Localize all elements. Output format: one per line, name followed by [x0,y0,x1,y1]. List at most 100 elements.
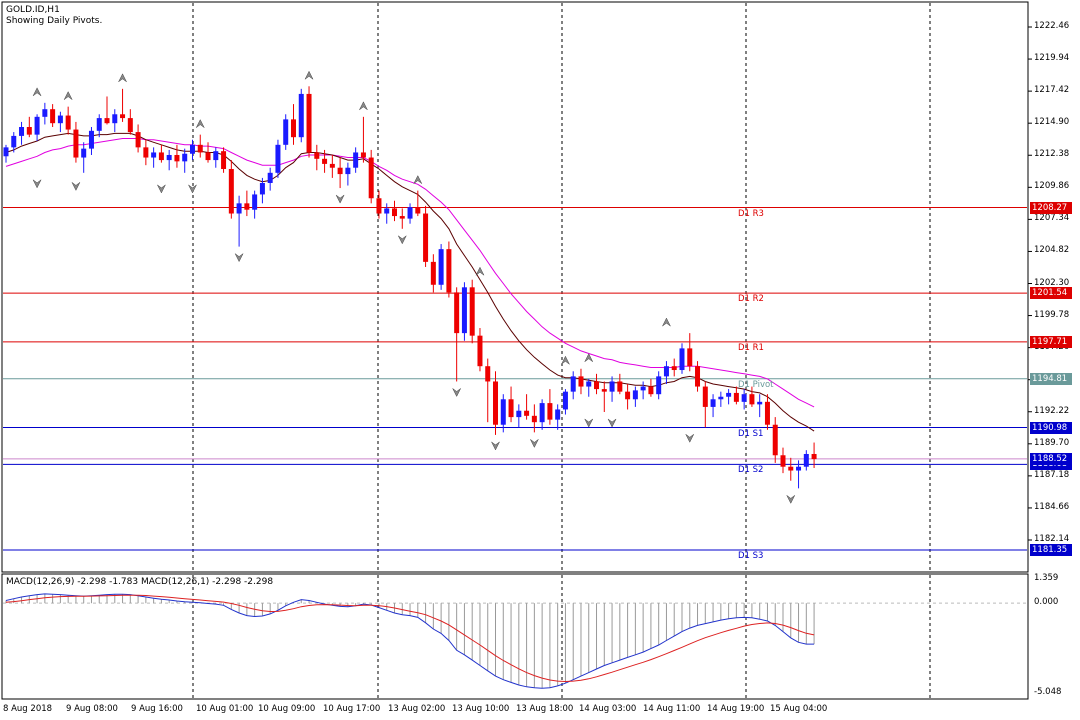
price-axis-label: 1204.82 [1034,245,1070,256]
fractal-up-marker [118,73,127,83]
fractal-down-marker [452,388,461,398]
candle-body [34,116,40,135]
time-axis-label: 14 Aug 19:00 [707,704,765,714]
time-axis-label: 13 Aug 02:00 [388,704,446,714]
candle-body [539,403,545,423]
candle-body [322,158,328,164]
pivot-price-tag: 1181.35 [1030,544,1072,557]
pivot-lines [3,207,1027,551]
fractal-up-marker [413,175,423,184]
price-axis-label: 1199.78 [1034,309,1070,320]
price-axis-label: 1209.86 [1034,181,1070,192]
signal-line [5,594,815,683]
candle-body [407,207,413,219]
pivot-label: D1 S3 [738,551,764,562]
candle-body [601,389,607,392]
candle-body [151,152,157,158]
candle-body [485,366,491,382]
candle-body [73,129,79,158]
pivot-label: D1 Pivot [738,379,774,390]
candle-body [42,109,48,117]
vertical-grid [192,3,931,698]
pivot-label: D1 R1 [738,342,764,353]
candle-body [718,396,724,400]
pivot-price-tag: 1208.27 [1030,201,1072,214]
candle-body [555,409,561,420]
candle-body [104,118,110,124]
candle-body [376,198,382,214]
fractal-up-marker [561,355,570,365]
candle-body [213,151,219,161]
time-axis-label: 14 Aug 03:00 [579,704,637,714]
candle-body [19,127,25,136]
candle-body [469,287,475,336]
candle-body [477,335,483,367]
candle-body [656,376,662,395]
candle-body [423,213,429,262]
pivot-label: D1 R2 [738,294,764,305]
candle-body [508,399,514,418]
candle-body [570,376,576,392]
candle-body [88,130,94,149]
candle-body [788,466,794,471]
candle-body [617,381,623,392]
candle-body [594,381,600,390]
fractal-down-marker [71,182,81,191]
fractal-up-marker [63,91,73,100]
fractal-up-marker [196,119,205,128]
current-price-tag: 1188.52 [1030,452,1072,465]
fractal-down-marker [188,184,197,194]
ema-slow-path [5,138,815,408]
ema-fast-line [5,132,815,432]
candle-body [531,415,537,423]
ema-fast-path [5,132,815,432]
candle-body [648,386,654,395]
candle-body [493,381,499,425]
time-axis-label: 10 Aug 01:00 [196,704,254,714]
candle-body [283,119,289,145]
candle-body [244,203,250,210]
fractal-up-marker [584,353,593,362]
candle-body [578,376,584,387]
candle-body [586,381,592,387]
candle-body [236,203,242,214]
time-axis-label: 15 Aug 04:00 [770,704,828,714]
candle-body [796,466,802,471]
candle-body [81,148,87,158]
candle-body [764,401,770,425]
time-axis-label: 9 Aug 08:00 [66,704,118,714]
price-axis-label: 1214.90 [1034,117,1070,128]
price-axis-label: 1207.34 [1034,213,1070,224]
candle-body [726,392,732,397]
fractal-up-marker [304,70,314,80]
candle-body [290,119,296,138]
candle-body [368,157,374,199]
macd-indicator [3,593,1027,689]
macd-panel-frame [1,573,1029,700]
candle-body [50,109,56,124]
candle-body [11,135,17,148]
candle-body [500,399,506,425]
candle-body [120,114,126,119]
candle-body [221,151,227,169]
macd-header: MACD(12,26,9) -2.298 -1.783 MACD(12,26,1… [6,577,274,587]
candle-body [640,386,646,391]
candle-body [415,207,421,214]
candle-body [430,261,436,285]
time-axis-label: 9 Aug 16:00 [131,704,183,714]
candle-body [663,366,669,377]
price-axis-label: 1202.30 [1034,277,1070,288]
candle-body [741,394,747,402]
fractal-down-marker [157,184,166,194]
candle-body [524,410,530,416]
pivot-label: D1 S2 [738,465,764,476]
candle-body [3,147,9,157]
pivot-price-tag: 1190.98 [1030,421,1072,434]
time-axis-label: 8 Aug 2018 [3,704,53,714]
candle-body [609,381,615,392]
candle-body [671,366,677,371]
indicator-note: Showing Daily Pivots. [6,16,103,26]
candle-body [26,127,32,135]
candle-body [454,292,460,334]
